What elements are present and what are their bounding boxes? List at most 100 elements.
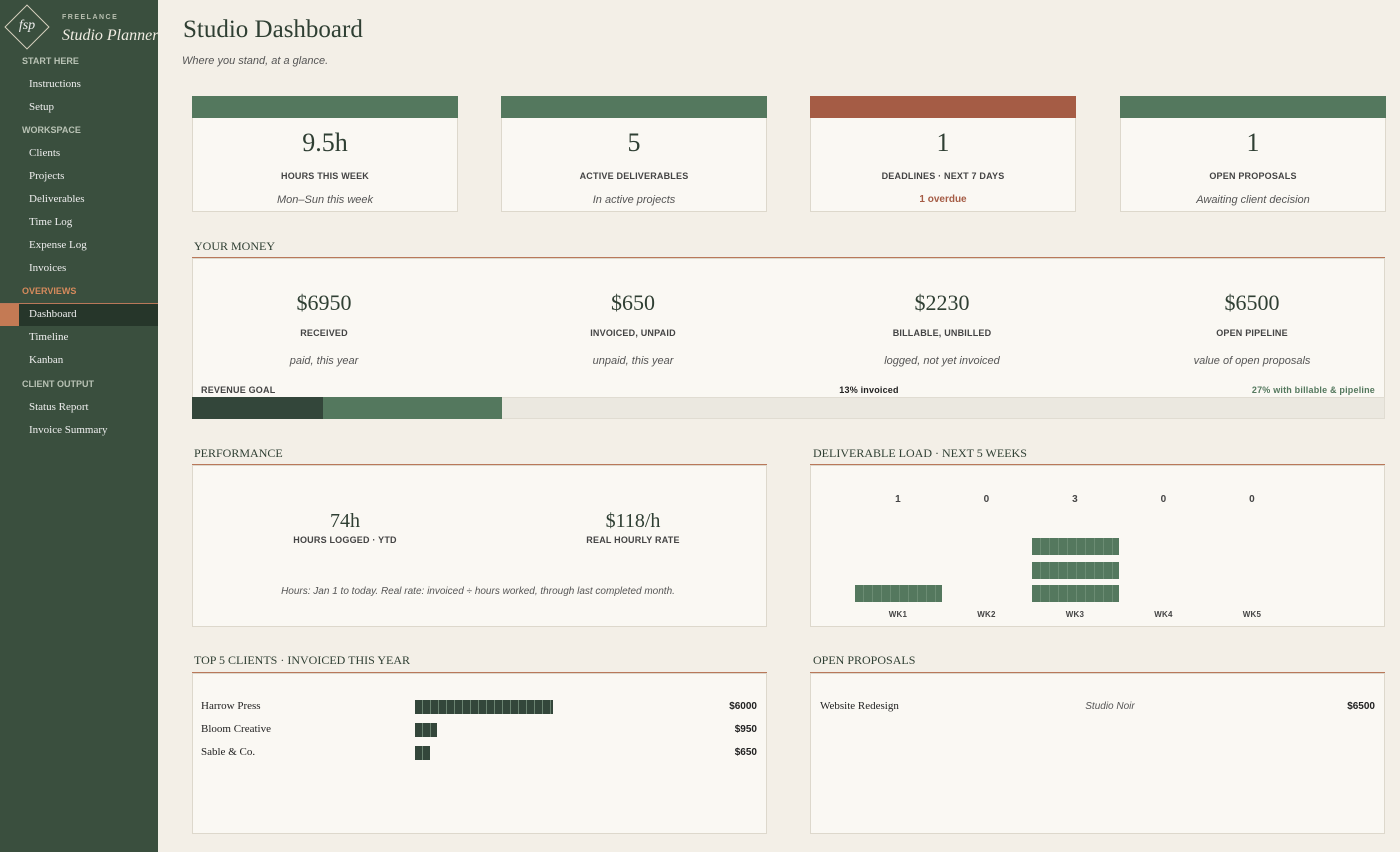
stat-label: ACTIVE DELIVERABLES (579, 171, 689, 181)
load-block (854, 585, 942, 602)
stat-bar (810, 96, 1076, 118)
page-title: Studio Dashboard (183, 16, 363, 43)
money-value: $6950 (296, 290, 352, 315)
stat-value: 1 (1246, 128, 1260, 157)
load-count: 0 (983, 494, 990, 505)
perf-note: Hours: Jan 1 to today. Real rate: invoic… (281, 586, 675, 597)
money-label: BILLABLE, UNBILLED (892, 328, 992, 338)
goal-projected: 27% with billable & pipeline (1251, 385, 1375, 395)
nav-section: WORKSPACE (22, 125, 81, 135)
stat-note: 1 overdue (919, 194, 967, 205)
goal-segment (323, 397, 503, 419)
section-rule (192, 464, 767, 465)
section-heading: DELIVERABLE LOAD · NEXT 5 WEEKS (813, 446, 1027, 460)
proposal-client: Studio Noir (1085, 701, 1135, 712)
load-block (1031, 538, 1119, 555)
load-block (1031, 585, 1119, 602)
stat-note: In active projects (592, 194, 676, 206)
section-rule (810, 672, 1385, 673)
stat-label: OPEN PROPOSALS (1209, 171, 1297, 181)
nav-section: OVERVIEWS (22, 286, 77, 296)
money-note: paid, this year (289, 355, 359, 367)
money-value: $2230 (914, 290, 970, 315)
stat-bar (1120, 96, 1386, 118)
client-bar (415, 700, 553, 714)
nav-item[interactable]: Invoice Summary (29, 424, 108, 436)
nav-item[interactable]: Clients (29, 147, 61, 159)
client-bar (415, 746, 430, 760)
money-note: unpaid, this year (592, 355, 674, 367)
nav-item[interactable]: Instructions (29, 78, 81, 90)
page-subtitle: Where you stand, at a glance. (182, 55, 329, 67)
stat-value: 5 (627, 128, 641, 157)
stat-note: Awaiting client decision (1196, 194, 1310, 206)
money-card (192, 258, 1385, 419)
section-heading: PERFORMANCE (194, 446, 283, 460)
load-block (1031, 561, 1119, 579)
goal-label: REVENUE GOAL (201, 385, 276, 395)
perf-label: REAL HOURLY RATE (586, 535, 680, 545)
section-rule (810, 464, 1385, 465)
section-heading: OPEN PROPOSALS (813, 653, 916, 667)
nav-item[interactable]: Dashboard (29, 308, 77, 320)
client-name: Bloom Creative (201, 723, 271, 735)
stat-value: 1 (936, 128, 950, 157)
stat-note: Mon–Sun this week (277, 194, 373, 206)
perf-label: HOURS LOGGED · YTD (293, 535, 397, 545)
load-week: WK3 (1065, 610, 1085, 619)
perf-card (192, 465, 767, 627)
nav-item[interactable]: Setup (29, 101, 55, 113)
brand-small: FREELANCE (62, 14, 119, 21)
client-name: Sable & Co. (201, 746, 256, 758)
goal-segment (192, 397, 324, 419)
clients-card (192, 673, 767, 834)
nav-item[interactable]: Kanban (29, 354, 64, 366)
goal-invoiced: 13% invoiced (839, 385, 899, 395)
nav-section: START HERE (22, 56, 79, 66)
nav-item[interactable]: Timeline (29, 331, 69, 343)
stat-bar (501, 96, 767, 118)
nav-item[interactable]: Expense Log (29, 239, 87, 251)
money-value: $650 (611, 290, 655, 315)
load-count: 0 (1249, 494, 1255, 505)
load-count: 1 (895, 494, 901, 505)
client-amount: $950 (734, 724, 757, 735)
money-label: OPEN PIPELINE (1216, 328, 1288, 338)
nav-item[interactable]: Invoices (29, 262, 67, 274)
nav-item[interactable]: Time Log (29, 216, 73, 228)
section-rule (192, 672, 767, 673)
stat-label: DEADLINES · NEXT 7 DAYS (881, 171, 1005, 181)
money-label: RECEIVED (300, 328, 348, 338)
load-count: 3 (1072, 494, 1078, 505)
load-week: WK1 (888, 610, 908, 619)
money-value: $6500 (1224, 290, 1280, 315)
client-name: Harrow Press (201, 700, 261, 712)
nav-item[interactable]: Projects (29, 170, 65, 182)
logo-text: fsp (18, 18, 36, 33)
brand: Studio Planner (62, 27, 159, 44)
stat-bar (192, 96, 458, 118)
load-week: WK4 (1154, 610, 1173, 619)
section-rule (192, 257, 1385, 258)
client-bar (415, 723, 437, 737)
perf-value: 74h (330, 510, 360, 532)
nav-section: CLIENT OUTPUT (22, 379, 94, 389)
client-amount: $6000 (729, 701, 757, 712)
load-count: 0 (1160, 494, 1167, 505)
section-heading: TOP 5 CLIENTS · INVOICED THIS YEAR (194, 653, 410, 667)
money-note: logged, not yet invoiced (884, 355, 1000, 367)
stat-label: HOURS THIS WEEK (280, 171, 370, 181)
client-amount: $650 (734, 747, 757, 758)
money-note: value of open proposals (1193, 355, 1311, 367)
nav-item[interactable]: Status Report (29, 401, 89, 413)
load-week: WK5 (1242, 610, 1262, 619)
nav-item[interactable]: Deliverables (29, 193, 85, 205)
sidebar: fsp FREELANCE Studio Planner START HERE Inst… (0, 0, 158, 852)
load-week: WK2 (977, 610, 996, 619)
proposal-name: Website Redesign (820, 700, 899, 712)
proposal-amount: $6500 (1347, 701, 1375, 712)
money-label: INVOICED, UNPAID (590, 328, 676, 338)
nav-active-marker (0, 304, 19, 326)
